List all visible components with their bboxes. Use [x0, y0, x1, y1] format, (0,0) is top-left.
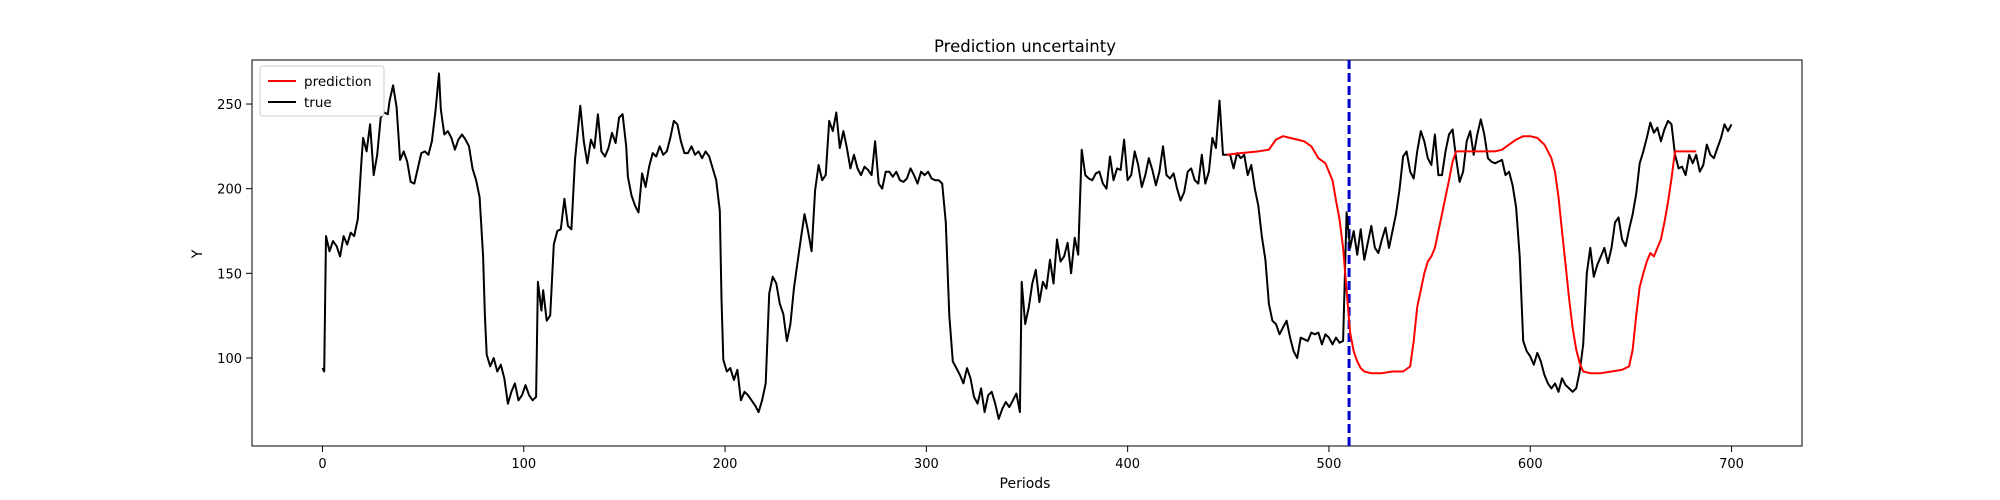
x-tick-label: 0 [318, 457, 326, 472]
x-tick-label: 300 [914, 457, 939, 472]
chart-title: Prediction uncertainty [934, 37, 1116, 56]
x-tick-label: 100 [511, 457, 536, 472]
x-axis-ticks: 0 100 200 300 400 500 600 700 [318, 446, 1744, 472]
x-tick-label: 700 [1719, 457, 1744, 472]
x-tick-label: 200 [713, 457, 738, 472]
y-tick-label: 200 [217, 183, 242, 198]
x-axis-label: Periods [1000, 476, 1051, 492]
legend-label-prediction: prediction [304, 74, 372, 90]
y-tick-label: 100 [217, 352, 242, 367]
x-tick-label: 500 [1317, 457, 1342, 472]
y-axis-ticks: 100 150 200 250 [217, 98, 252, 367]
series-line-true [321, 72, 1733, 420]
plot-frame [251, 59, 1803, 447]
series-line-prediction [1226, 135, 1697, 375]
x-tick-label: 600 [1518, 457, 1543, 472]
y-axis-label: Y [190, 249, 206, 259]
y-tick-label: 150 [217, 267, 242, 282]
legend: prediction true [259, 65, 385, 117]
plot-area [251, 59, 1803, 447]
x-tick-label: 400 [1115, 457, 1140, 472]
legend-label-true: true [304, 95, 332, 111]
y-tick-label: 250 [217, 98, 242, 113]
legend-box [259, 65, 385, 117]
